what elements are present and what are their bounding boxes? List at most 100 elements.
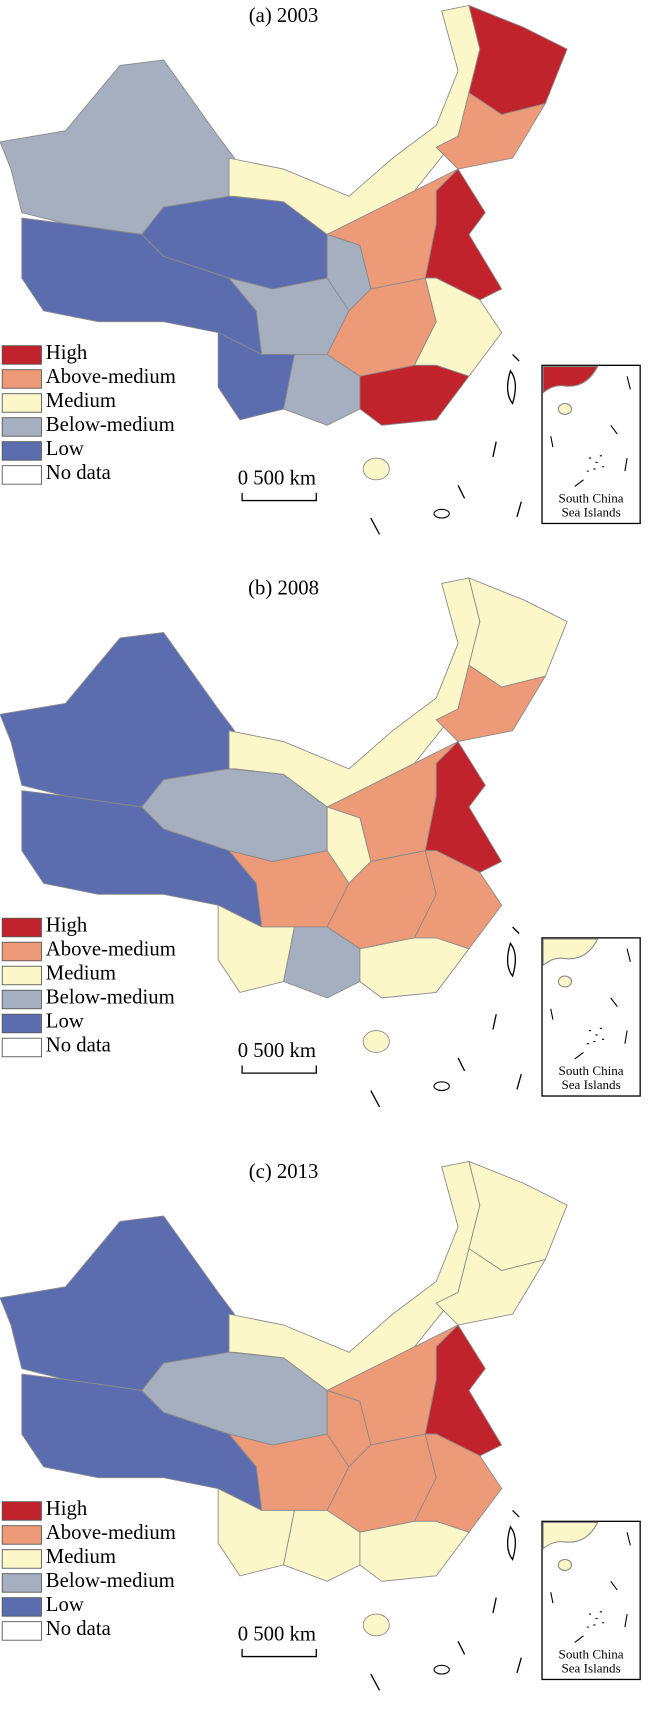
legend-label: Medium — [46, 1546, 116, 1568]
island — [433, 508, 450, 519]
inset-label: South China — [559, 1063, 624, 1078]
province — [435, 91, 547, 170]
boundary-dash — [512, 353, 520, 362]
legend-swatch — [1, 465, 42, 485]
province — [424, 1324, 503, 1457]
legend-swatch — [1, 1573, 42, 1593]
inset-label: Sea Islands — [561, 505, 620, 520]
inset-coast — [542, 365, 599, 394]
province — [424, 740, 503, 873]
legend-swatch — [1, 1037, 42, 1058]
inset-dashes — [550, 1532, 631, 1643]
inset-coast — [542, 1521, 599, 1550]
legend-swatch — [1, 393, 42, 413]
inset-label: South China — [559, 490, 624, 505]
legend-label: Above-medium — [46, 1522, 176, 1544]
legend-label: No data — [46, 1618, 111, 1640]
legend-label: High — [46, 1498, 88, 1520]
map — [0, 1160, 568, 1691]
boundary-dash — [516, 1074, 522, 1090]
inset-hainan — [557, 1558, 573, 1571]
province — [359, 1520, 470, 1582]
inset-islands — [586, 455, 605, 472]
boundary-dash — [512, 1509, 520, 1518]
legend-label: No data — [46, 1035, 111, 1057]
boundary-dash — [370, 517, 381, 535]
scale-bar — [241, 1648, 317, 1658]
legend-label: Low — [46, 438, 84, 460]
legend-label: Below-medium — [46, 1570, 175, 1592]
legend-label: Above-medium — [46, 939, 176, 961]
legend-label: Medium — [46, 390, 116, 412]
province — [468, 1160, 568, 1271]
legend-swatch — [1, 989, 42, 1010]
map-panel: (c) 2013 HighAbove-mediumMediumBelow-medi… — [0, 1160, 641, 1691]
boundary-dash — [512, 926, 520, 934]
legend-swatch — [1, 369, 42, 389]
scale-bar — [241, 1065, 317, 1074]
legend-swatch — [1, 965, 42, 986]
hainan — [362, 1030, 390, 1053]
legend-label: Low — [46, 1594, 84, 1616]
boundary-dash — [457, 1057, 466, 1072]
inset-islands — [586, 1611, 605, 1628]
boundary-dash — [457, 1641, 466, 1655]
boundary-dash — [516, 501, 522, 518]
legend-label: No data — [46, 462, 111, 484]
legend-swatch — [1, 917, 42, 938]
province — [435, 1247, 547, 1326]
inset-dashes — [550, 948, 631, 1060]
province — [359, 937, 470, 999]
legend-label: Below-medium — [46, 414, 175, 436]
inset-frame — [541, 937, 641, 1097]
map — [0, 4, 568, 535]
inset-label: Sea Islands — [561, 1077, 620, 1092]
taiwan — [506, 1525, 516, 1561]
island — [433, 1081, 450, 1092]
legend-label: High — [46, 915, 88, 937]
inset-dashes — [550, 376, 631, 487]
scale-label: 0 500 km — [238, 1040, 316, 1062]
inset-frame — [541, 1520, 641, 1681]
legend-swatch — [1, 1549, 42, 1569]
inset-coast — [542, 938, 599, 967]
legend-swatch — [1, 1525, 42, 1545]
scale-label: 0 500 km — [238, 1624, 316, 1646]
boundary-dash — [457, 485, 466, 499]
legend-label: Low — [46, 1011, 84, 1033]
boundary-dash — [370, 1090, 381, 1108]
boundary-dash — [492, 441, 497, 458]
hainan — [362, 1613, 390, 1637]
panel-title: (c) 2013 — [249, 1161, 319, 1183]
legend-swatch — [1, 345, 42, 365]
taiwan — [506, 941, 516, 978]
legend-swatch — [1, 1013, 42, 1034]
province — [424, 168, 503, 301]
scale-bar — [241, 492, 317, 502]
boundary-dash — [516, 1657, 522, 1674]
boundary-dash — [492, 1014, 497, 1030]
legend-swatch — [1, 941, 42, 962]
boundary-dash — [370, 1673, 381, 1691]
legend-label: Above-medium — [46, 366, 176, 388]
inset-hainan — [557, 402, 573, 415]
legend-swatch — [1, 417, 42, 437]
inset-frame — [541, 364, 641, 525]
province — [435, 664, 547, 743]
island — [433, 1664, 450, 1675]
taiwan — [506, 369, 516, 405]
boundary-dash — [492, 1597, 497, 1614]
map — [0, 577, 568, 1108]
legend-swatch — [1, 1621, 42, 1641]
inset-label: South China — [559, 1646, 624, 1661]
legend-label: Medium — [46, 963, 116, 985]
scale-label: 0 500 km — [238, 468, 316, 490]
province — [468, 4, 568, 115]
province — [359, 364, 470, 426]
legend-label: High — [46, 342, 88, 364]
legend-swatch — [1, 441, 42, 461]
legend-swatch — [1, 1597, 42, 1617]
legend-swatch — [1, 1501, 42, 1521]
inset-hainan — [557, 975, 573, 988]
